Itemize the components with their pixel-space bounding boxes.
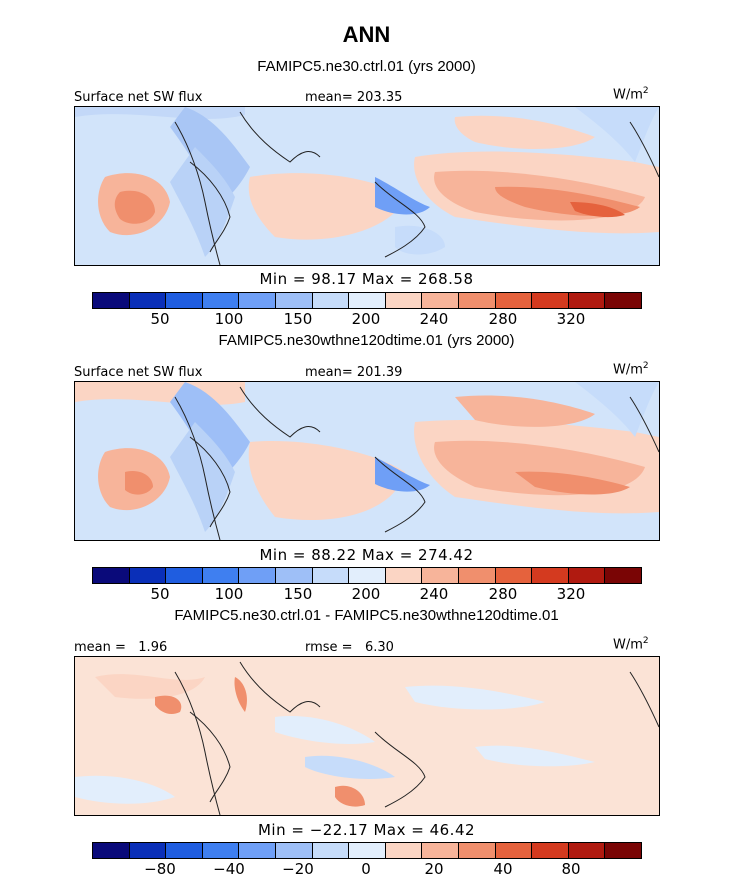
- colorbar-cell: [166, 293, 203, 308]
- panel-3-tick-label: −40: [213, 860, 245, 878]
- colorbar-cell: [568, 843, 606, 858]
- colorbar-cell: [605, 568, 641, 583]
- colorbar-cell: [422, 293, 459, 308]
- colorbar-cell: [166, 843, 203, 858]
- panel-3-contour-map: [75, 657, 659, 815]
- colorbar-cell: [458, 568, 496, 583]
- colorbar-cell: [385, 843, 423, 858]
- panel-2-variable-label: Surface net SW flux: [74, 365, 203, 380]
- colorbar-cell: [385, 293, 423, 308]
- colorbar-cell: [129, 568, 167, 583]
- colorbar-cell: [129, 843, 167, 858]
- panel-1-tick-label: 100: [214, 310, 244, 328]
- panel-1-subtitle: FAMIPC5.ne30.ctrl.01 (yrs 2000): [257, 58, 476, 75]
- colorbar-cell: [605, 293, 641, 308]
- panel-1-tick-label: 320: [556, 310, 586, 328]
- colorbar-cell: [385, 568, 423, 583]
- colorbar-cell: [166, 568, 203, 583]
- colorbar-cell: [129, 293, 167, 308]
- panel-2-mean-label: mean= 201.39: [305, 365, 403, 380]
- colorbar-cell: [202, 843, 240, 858]
- colorbar-cell: [532, 293, 569, 308]
- panel-3-units: W/m2: [613, 636, 649, 653]
- colorbar-cell: [312, 843, 350, 858]
- colorbar-cell: [495, 843, 533, 858]
- colorbar-cell: [275, 568, 313, 583]
- panel-2-tick-label: 150: [283, 585, 313, 603]
- colorbar-cell: [312, 293, 350, 308]
- panel-1-tick-label: 50: [150, 310, 170, 328]
- panel-3-tick-label: 20: [424, 860, 444, 878]
- panel-2-contour-map: [75, 382, 659, 540]
- colorbar-cell: [458, 293, 496, 308]
- panel-1-colorbar: [92, 292, 642, 309]
- colorbar-cell: [202, 293, 240, 308]
- panel-1-map: [74, 106, 660, 266]
- panel-1-variable-label: Surface net SW flux: [74, 90, 203, 105]
- colorbar-cell: [239, 293, 276, 308]
- colorbar-cell: [275, 293, 313, 308]
- colorbar-cell: [495, 293, 533, 308]
- colorbar-cell: [422, 843, 459, 858]
- colorbar-cell: [93, 568, 130, 583]
- colorbar-cell: [568, 568, 606, 583]
- panel-3-mean-label: mean = 1.96: [74, 640, 168, 655]
- panel-2-map: [74, 381, 660, 541]
- panel-1-tick-label: 150: [283, 310, 313, 328]
- panel-1-contour-map: [75, 107, 659, 265]
- colorbar-cell: [93, 293, 130, 308]
- panel-2-tick-label: 200: [351, 585, 381, 603]
- colorbar-cell: [312, 568, 350, 583]
- colorbar-cell: [495, 568, 533, 583]
- panel-3-tick-label: −80: [144, 860, 176, 878]
- panel-3-rmse-label: rmse = 6.30: [305, 640, 394, 655]
- figure-title: ANN: [342, 22, 391, 47]
- colorbar-cell: [422, 568, 459, 583]
- panel-1-tick-label: 200: [351, 310, 381, 328]
- colorbar-cell: [568, 293, 606, 308]
- colorbar-cell: [605, 843, 641, 858]
- panel-1-mean-label: mean= 203.35: [305, 90, 403, 105]
- panel-1-minmax: Min = 98.17 Max = 268.58: [259, 270, 474, 288]
- colorbar-cell: [275, 843, 313, 858]
- panel-3-map: [74, 656, 660, 816]
- panel-2-tick-label: 50: [150, 585, 170, 603]
- panel-1-units: W/m2: [613, 86, 649, 103]
- colorbar-cell: [202, 568, 240, 583]
- colorbar-cell: [349, 568, 386, 583]
- colorbar-cell: [532, 843, 569, 858]
- panel-3-subtitle: FAMIPC5.ne30.ctrl.01 - FAMIPC5.ne30wthne…: [174, 607, 559, 624]
- colorbar-cell: [239, 843, 276, 858]
- panel-1-tick-label: 240: [419, 310, 449, 328]
- panel-2-tick-label: 100: [214, 585, 244, 603]
- panel-3-tick-label: 0: [361, 860, 371, 878]
- colorbar-cell: [239, 568, 276, 583]
- panel-2-units: W/m2: [613, 361, 649, 378]
- panel-2-tick-label: 320: [556, 585, 586, 603]
- colorbar-cell: [349, 843, 386, 858]
- panel-2-subtitle: FAMIPC5.ne30wthne120dtime.01 (yrs 2000): [218, 332, 515, 349]
- panel-3-tick-label: −20: [282, 860, 314, 878]
- panel-3-tick-label: 80: [561, 860, 581, 878]
- panel-2-tick-label: 280: [488, 585, 518, 603]
- panel-3-minmax: Min = −22.17 Max = 46.42: [257, 821, 476, 839]
- panel-1-tick-label: 280: [488, 310, 518, 328]
- panel-3-tick-label: 40: [493, 860, 513, 878]
- panel-2-colorbar: [92, 567, 642, 584]
- panel-2-tick-label: 240: [419, 585, 449, 603]
- panel-2-minmax: Min = 88.22 Max = 274.42: [259, 546, 474, 564]
- colorbar-cell: [532, 568, 569, 583]
- colorbar-cell: [458, 843, 496, 858]
- colorbar-cell: [93, 843, 130, 858]
- colorbar-cell: [349, 293, 386, 308]
- panel-3-colorbar: [92, 842, 642, 859]
